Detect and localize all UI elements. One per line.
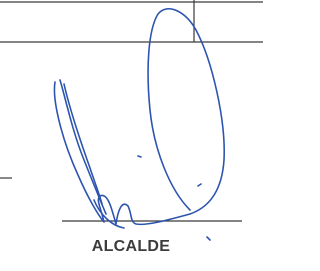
signature-stroke: [54, 9, 224, 225]
signature-label: ALCALDE: [92, 238, 171, 255]
signature-dot: [207, 237, 210, 240]
signature-dot: [198, 184, 201, 186]
page: ALCALDE (() => { const data = JSON.parse…: [0, 0, 263, 271]
signature-dot: [138, 156, 141, 157]
document-fragment: ALCALDE: [0, 0, 263, 271]
signature: [54, 9, 224, 240]
